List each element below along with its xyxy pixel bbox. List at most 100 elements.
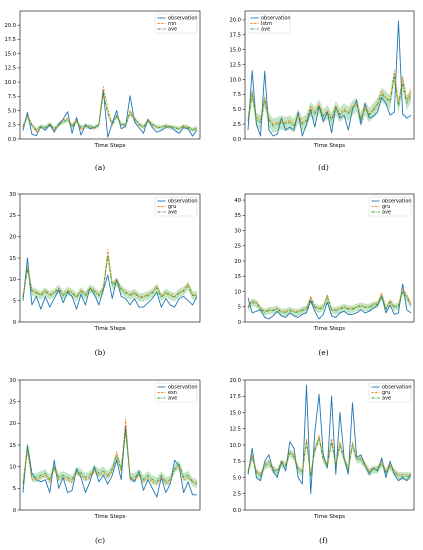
x-axis-label: Time Steps [93, 514, 125, 520]
legend-label-ave: ave [382, 210, 391, 216]
x-axis-label: Time Steps [93, 326, 125, 332]
y-tick-label: 20 [9, 234, 16, 240]
ave-confidence-band [248, 434, 411, 481]
y-tick-label: 25 [9, 213, 16, 219]
legend-label-ave: ave [168, 27, 177, 33]
legend-label-observation: observation [168, 385, 198, 391]
legend-label-esn: esn [168, 390, 177, 396]
y-tick-label: 15.0 [4, 51, 16, 57]
series-line-lstm [247, 70, 412, 125]
y-tick-label: 17.5 [229, 394, 241, 400]
y-tick-label: 10 [9, 277, 16, 283]
y-tick-label: 20.0 [4, 23, 16, 29]
series-line-gru [247, 288, 412, 312]
legend-label-observation: observation [382, 385, 412, 391]
y-tick-label: 25 [234, 244, 241, 250]
y-tick-label: 2.5 [233, 492, 241, 498]
y-tick-label: 10 [234, 289, 241, 295]
legend-box [154, 382, 198, 403]
series-line-gru [22, 249, 197, 297]
y-tick-label: 2.5 [233, 122, 241, 128]
legend-label-observation: observation [261, 16, 291, 22]
x-axis-label: Time Steps [93, 143, 125, 149]
y-tick-label: 12.5 [229, 427, 241, 433]
legend-label-observation: observation [382, 199, 412, 205]
y-tick-label: 20.0 [229, 18, 241, 24]
y-tick-label: 7.5 [233, 92, 241, 98]
series-line-ave [247, 76, 412, 127]
y-tick-label: 10.0 [4, 80, 16, 86]
legend-box [154, 196, 198, 217]
y-tick-label: 12.5 [4, 66, 16, 72]
legend-label-ave: ave [168, 210, 177, 216]
y-tick-label: 0 [238, 320, 241, 326]
y-tick-label: 5.0 [233, 475, 241, 481]
panel-caption: (a) [95, 163, 105, 172]
y-tick-label: 12.5 [229, 62, 241, 68]
legend-label-gru: gru [382, 204, 390, 210]
ave-confidence-band [248, 69, 411, 134]
y-tick-label: 10.0 [229, 77, 241, 83]
x-axis-label: Time Steps [313, 514, 345, 520]
ave-confidence-band [23, 91, 197, 133]
legend-label-gru: gru [168, 204, 176, 210]
series-line-ave [247, 291, 412, 313]
panel-caption: (e) [318, 348, 328, 357]
series-line-esn [22, 418, 197, 485]
panel-caption: (c) [95, 536, 105, 545]
chart-panel-a: 0.0 2.5 5.0 7.5 10.0 12.5 15.0 17.5 20.0 Time Ste… [4, 10, 201, 172]
y-tick-label: 0 [13, 508, 16, 514]
y-tick-label: 20 [9, 421, 16, 427]
y-tick-label: 5 [238, 305, 241, 311]
series-line-ave [22, 93, 198, 131]
x-axis-label: Time Steps [313, 143, 345, 149]
legend-label-observation: observation [168, 199, 198, 205]
panel-caption: (f) [319, 536, 328, 545]
y-tick-label: 5 [13, 298, 16, 304]
y-tick-label: 15 [9, 443, 16, 449]
legend-label-ave: ave [168, 396, 177, 402]
panel-caption: (d) [318, 163, 329, 172]
legend-label-lstm: lstm [261, 21, 272, 27]
ave-confidence-band [23, 251, 197, 302]
chart-panel-d: 0.0 2.5 5.0 7.5 10.0 12.5 15.0 17.5 20.0 Time Ste… [229, 10, 415, 172]
y-tick-label: 2.5 [8, 123, 16, 129]
series-line-rnn [22, 86, 198, 133]
y-tick-label: 15.0 [229, 410, 241, 416]
y-tick-label: 15 [9, 256, 16, 262]
ave-confidence-band [23, 427, 197, 489]
y-tick-label: 20.0 [229, 378, 241, 384]
y-tick-label: 10.0 [229, 443, 241, 449]
y-tick-label: 40 [234, 198, 241, 204]
legend-label-observation: observation [168, 16, 198, 22]
legend-label-ave: ave [261, 27, 270, 33]
legend-label-gru: gru [382, 390, 390, 396]
y-tick-label: 7.5 [233, 459, 241, 465]
y-tick-label: 15 [234, 274, 241, 280]
y-tick-label: 5.0 [8, 108, 16, 114]
chart-panel-e: 0 5 10 15 20 25 30 35 40 Time Steps observationgru… [234, 193, 415, 357]
y-tick-label: 0.0 [8, 137, 16, 143]
panel-caption: (b) [95, 348, 106, 357]
y-tick-label: 10 [9, 464, 16, 470]
y-tick-label: 0.0 [233, 137, 241, 143]
y-tick-label: 35 [234, 213, 241, 219]
legend-label-ave: ave [382, 396, 391, 402]
y-tick-label: 15.0 [229, 47, 241, 53]
legend-box [368, 382, 412, 403]
legend-box [247, 13, 291, 34]
y-tick-label: 30 [9, 378, 16, 384]
series-line-ave [247, 438, 411, 477]
x-axis-label: Time Steps [313, 326, 345, 332]
series-line-ave [22, 431, 198, 485]
legend-box [368, 196, 412, 217]
y-tick-label: 5 [13, 486, 16, 492]
